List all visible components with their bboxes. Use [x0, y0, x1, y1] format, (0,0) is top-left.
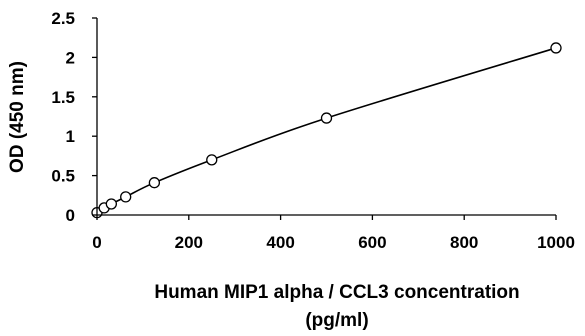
data-point: [550, 42, 562, 54]
y-tick-label: 2.5: [51, 9, 75, 28]
data-points: [91, 42, 562, 219]
y-tick-label: 2: [66, 48, 75, 67]
data-point: [320, 112, 333, 124]
x-tick-label: 600: [358, 233, 386, 252]
y-tick-label: 0.5: [51, 167, 75, 186]
data-point: [105, 198, 117, 210]
x-ticks: 0 200 400 600 800 1000: [92, 215, 575, 252]
plot-area: [91, 42, 562, 219]
x-axis-title-line1: Human MIP1 alpha / CCL3 concentration: [154, 282, 519, 303]
y-tick-label: 1.5: [51, 88, 75, 107]
y-axis-title: OD (450 nm): [7, 61, 28, 173]
y-tick-label: 1: [66, 127, 75, 146]
x-tick-label: 1000: [537, 233, 575, 252]
data-point: [148, 177, 161, 189]
fit-curve: [96, 47, 557, 214]
x-tick-label: 200: [175, 233, 203, 252]
y-tick-label: 0: [66, 206, 75, 225]
x-axis-title-line2: (pg/ml): [305, 310, 368, 331]
data-point: [120, 191, 132, 203]
x-tick-label: 400: [266, 233, 294, 252]
data-point: [206, 154, 218, 166]
x-tick-label: 800: [450, 233, 478, 252]
x-tick-label: 0: [92, 233, 101, 252]
y-ticks: 0 0.5 1 1.5 2 2.5: [51, 9, 97, 225]
